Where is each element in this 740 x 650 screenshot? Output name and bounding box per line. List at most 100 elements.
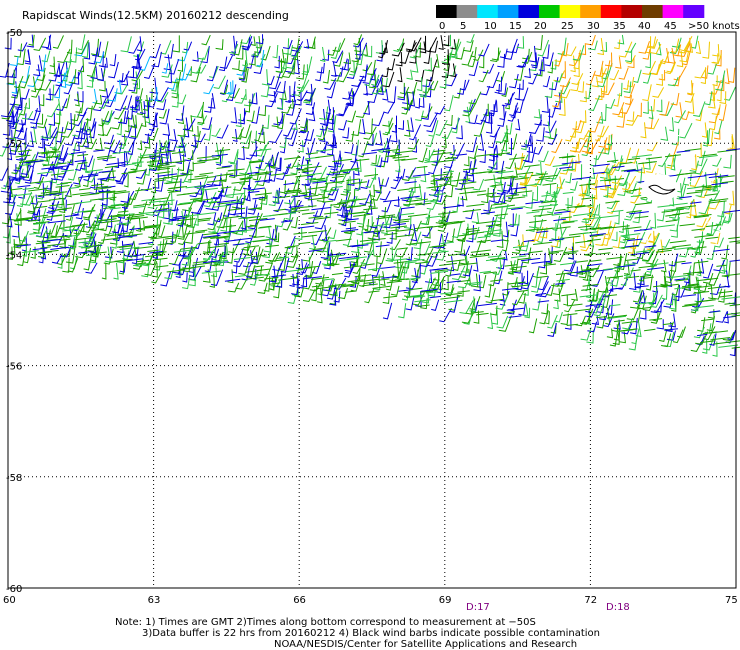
- wind-barb: [404, 261, 417, 264]
- wind-barb: [148, 92, 159, 108]
- wind-barb: [92, 244, 100, 258]
- wind-barb: [412, 292, 425, 306]
- wind-barb: [377, 47, 386, 59]
- wind-barb: [223, 201, 241, 205]
- wind-barb: [48, 153, 59, 171]
- wind-barb: [491, 47, 500, 61]
- wind-barb: [227, 207, 246, 211]
- wind-barb: [214, 212, 223, 223]
- wind-barb: [422, 226, 434, 237]
- wind-barb: [166, 269, 185, 273]
- wind-barb: [616, 112, 626, 128]
- wind-barb: [379, 177, 390, 187]
- wind-barb: [373, 178, 384, 192]
- wind-barb: [243, 93, 256, 107]
- wind-barb: [529, 119, 543, 134]
- wind-barb: [425, 136, 434, 148]
- wind-barb: [20, 191, 33, 206]
- wind-barb: [614, 211, 620, 225]
- wind-barb: [22, 187, 35, 190]
- wind-barb: [328, 283, 341, 296]
- wind-barb: [199, 145, 207, 162]
- wind-barb: [484, 111, 491, 124]
- wind-barb: [418, 241, 431, 244]
- wind-barb: [589, 216, 602, 231]
- wind-barb: [241, 131, 252, 149]
- wind-barb: [562, 313, 578, 316]
- wind-barb: [508, 270, 521, 273]
- wind-barb: [240, 218, 247, 230]
- wind-barb: [177, 56, 184, 72]
- wind-barb: [476, 239, 491, 243]
- wind-barb: [17, 185, 31, 188]
- wind-barb: [116, 171, 126, 185]
- wind-barb: [325, 203, 332, 219]
- wind-barb: [193, 233, 204, 250]
- wind-barb: [656, 73, 664, 86]
- wind-barb: [238, 63, 248, 80]
- wind-barb: [561, 161, 582, 165]
- wind-barb: [175, 105, 185, 121]
- wind-barb: [547, 314, 558, 329]
- wind-barb: [371, 262, 382, 277]
- wind-barb: [674, 110, 686, 124]
- wind-barb: [410, 224, 418, 242]
- wind-barb: [481, 187, 489, 204]
- wind-barb: [95, 185, 109, 189]
- wind-barb: [528, 318, 538, 334]
- wind-barb: [4, 37, 12, 50]
- wind-barb: [645, 156, 662, 160]
- wind-barb: [457, 187, 474, 190]
- wind-barb: [642, 60, 656, 75]
- wind-barb: [149, 250, 164, 254]
- wind-barb: [28, 188, 47, 192]
- wind-barb: [596, 66, 603, 83]
- wind-barb: [276, 164, 290, 181]
- wind-barb: [723, 212, 731, 224]
- wind-barb: [287, 287, 299, 304]
- wind-barb: [386, 154, 402, 157]
- wind-barb: [462, 265, 473, 277]
- wind-barb: [440, 176, 453, 179]
- wind-barb: [406, 295, 423, 298]
- wind-barb: [681, 284, 700, 288]
- wind-barb: [618, 221, 625, 234]
- wind-barb: [580, 237, 595, 252]
- scale-label: 5: [460, 21, 466, 32]
- wind-barb: [77, 154, 89, 157]
- wind-barb: [134, 48, 146, 61]
- wind-barb: [367, 88, 379, 104]
- wind-barb: [646, 162, 657, 174]
- wind-barb: [511, 43, 520, 54]
- wind-barb: [390, 124, 398, 143]
- wind-barb: [434, 105, 446, 115]
- wind-barb: [326, 254, 345, 258]
- wind-barb: [624, 244, 639, 248]
- wind-barb: [677, 42, 691, 58]
- wind-barb: [415, 261, 430, 265]
- wind-barb: [401, 91, 409, 110]
- wind-barb: [153, 241, 162, 256]
- wind-barb: [418, 147, 428, 163]
- wind-barb: [653, 301, 662, 313]
- wind-barb: [397, 67, 403, 83]
- wind-barb: [445, 287, 455, 297]
- latitude-label: -58: [6, 473, 22, 484]
- wind-barb: [35, 241, 51, 245]
- wind-barb: [258, 105, 267, 117]
- wind-barb: [94, 206, 107, 220]
- wind-barb: [630, 292, 645, 309]
- wind-barb: [404, 119, 411, 137]
- wind-barb: [177, 124, 186, 137]
- wind-barb: [718, 294, 733, 298]
- wind-barb: [354, 161, 360, 176]
- wind-barb: [600, 177, 607, 191]
- wind-barb: [137, 140, 143, 151]
- wind-barb: [265, 226, 272, 239]
- wind-barb: [355, 101, 370, 118]
- wind-barb: [444, 46, 454, 61]
- wind-barb: [90, 239, 97, 254]
- wind-barb: [648, 292, 655, 306]
- wind-barb: [729, 259, 740, 262]
- wind-barb: [554, 227, 567, 242]
